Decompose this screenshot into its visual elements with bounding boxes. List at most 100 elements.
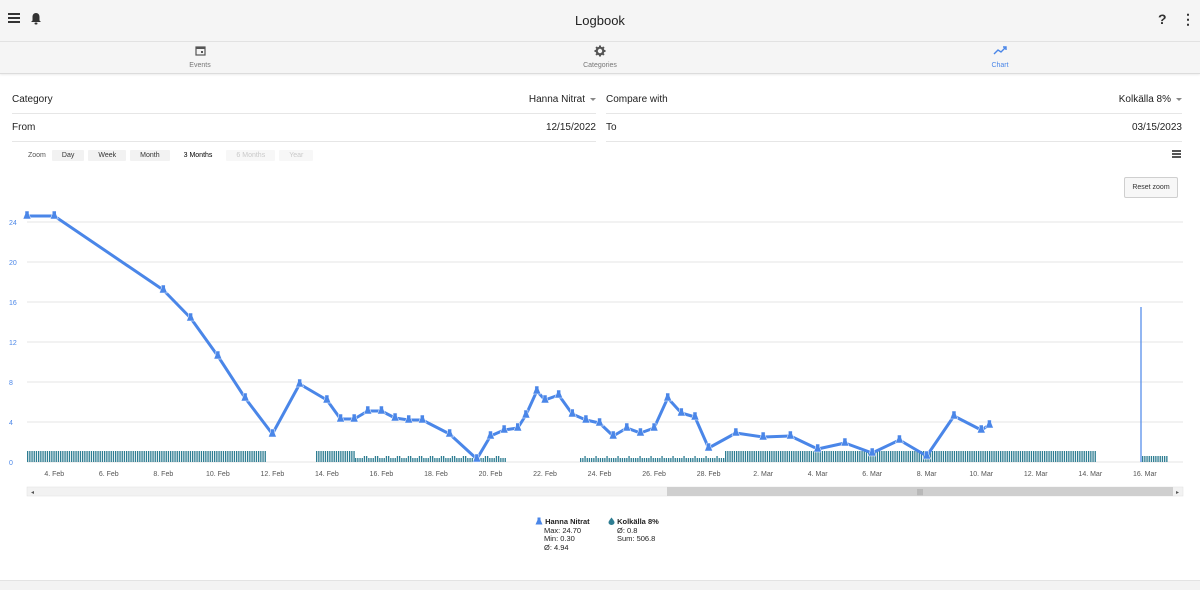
kolkalla-bar xyxy=(892,451,894,462)
kolkalla-bar xyxy=(366,456,368,462)
x-tick-label: 6. Feb xyxy=(99,471,119,478)
tab-events[interactable]: Events xyxy=(0,42,400,74)
kolkalla-bar xyxy=(469,458,471,462)
kolkalla-bar xyxy=(617,456,619,462)
kolkalla-bar xyxy=(388,456,390,462)
more-options-icon[interactable]: ⋮ xyxy=(1181,11,1195,27)
kolkalla-bar xyxy=(218,451,220,462)
kolkalla-bar xyxy=(353,451,355,462)
kolkalla-bar xyxy=(769,451,771,462)
data-point-marker xyxy=(731,427,741,437)
x-tick-label: 24. Feb xyxy=(588,471,612,478)
kolkalla-bar xyxy=(848,451,850,462)
kolkalla-bar xyxy=(405,458,407,462)
kolkalla-bar xyxy=(198,451,200,462)
kolkalla-bar xyxy=(751,451,753,462)
kolkalla-bar xyxy=(161,451,163,462)
zoom-3-months-button[interactable]: 3 Months xyxy=(173,149,223,161)
compare-select[interactable]: Compare with Kolkälla 8% xyxy=(606,86,1182,114)
kolkalla-bar xyxy=(370,458,372,462)
kolkalla-bar xyxy=(156,451,159,462)
kolkalla-bar xyxy=(504,458,506,462)
trending-up-icon xyxy=(800,45,1200,59)
kolkalla-bar xyxy=(890,451,892,462)
kolkalla-bar xyxy=(1159,456,1161,462)
tab-categories[interactable]: Categories xyxy=(400,42,800,74)
tab-bar: Events Categories Chart xyxy=(0,42,1200,74)
kolkalla-bar xyxy=(340,451,342,462)
kolkalla-bar xyxy=(760,451,762,462)
data-point-marker xyxy=(595,417,604,427)
category-select[interactable]: Category Hanna Nitrat xyxy=(12,86,596,114)
legend-stat-avg: Ø: 0.8 xyxy=(617,525,638,535)
kolkalla-bar xyxy=(84,451,86,462)
kolkalla-bar xyxy=(956,451,958,462)
kolkalla-bar xyxy=(90,451,93,462)
kolkalla-bar xyxy=(604,458,606,462)
kolkalla-bar xyxy=(681,458,683,462)
data-point-marker xyxy=(704,442,713,452)
category-label: Category xyxy=(12,94,53,105)
kolkalla-bar xyxy=(349,451,351,462)
kolkalla-bar xyxy=(784,451,786,462)
zoom-month-button[interactable]: Month xyxy=(130,149,170,161)
help-icon[interactable]: ? xyxy=(1158,11,1167,27)
from-date-field[interactable]: From 12/15/2022 xyxy=(12,114,596,142)
legend-stat-min: Min: 0.30 xyxy=(544,534,575,543)
kolkalla-bar xyxy=(773,451,775,462)
zoom-day-button[interactable]: Day xyxy=(51,149,85,161)
kolkalla-bar xyxy=(967,451,969,462)
kolkalla-bar xyxy=(1061,451,1063,462)
kolkalla-bar xyxy=(112,451,115,462)
x-tick-label: 10. Feb xyxy=(206,471,230,478)
kolkalla-bar xyxy=(918,451,920,462)
kolkalla-bar xyxy=(949,451,951,462)
compare-value: Kolkälla 8% xyxy=(1118,94,1171,105)
kolkalla-bar xyxy=(712,458,714,462)
kolkalla-bar xyxy=(139,451,141,462)
kolkalla-bar xyxy=(1153,456,1155,462)
kolkalla-bar xyxy=(493,458,495,462)
kolkalla-bar xyxy=(244,451,247,462)
kolkalla-bar xyxy=(885,451,887,462)
y-tick-label: 24 xyxy=(9,220,17,227)
kolkalla-bar xyxy=(940,451,942,462)
kolkalla-bar xyxy=(799,451,802,462)
kolkalla-bar xyxy=(912,451,914,462)
kolkalla-bar xyxy=(399,456,401,462)
kolkalla-bar xyxy=(82,451,84,462)
kolkalla-bar xyxy=(852,451,854,462)
kolkalla-bar xyxy=(27,451,29,462)
tab-events-label: Events xyxy=(189,62,211,69)
x-tick-label: 4. Feb xyxy=(44,471,64,478)
y-tick-label: 12 xyxy=(9,340,17,347)
kolkalla-bar xyxy=(1144,456,1146,462)
kolkalla-bar xyxy=(597,458,599,462)
kolkalla-bar xyxy=(797,451,799,462)
to-date-field[interactable]: To 03/15/2023 xyxy=(606,114,1182,142)
kolkalla-bar xyxy=(747,451,749,462)
kolkalla-bar xyxy=(791,451,793,462)
kolkalla-bar xyxy=(608,458,610,462)
kolkalla-bar xyxy=(762,451,764,462)
kolkalla-bar xyxy=(53,451,55,462)
zoom-week-button[interactable]: Week xyxy=(88,149,127,161)
kolkalla-bar xyxy=(126,451,128,462)
kolkalla-bar xyxy=(432,456,434,462)
menu-icon[interactable] xyxy=(8,13,20,23)
x-tick-label: 8. Mar xyxy=(917,471,938,478)
legend-hanna-nitrat[interactable]: Hanna Nitrat Max: 24.70 Min: 0.30 Ø: 4.9… xyxy=(535,517,590,552)
kolkalla-bar xyxy=(777,451,780,462)
kolkalla-bar xyxy=(154,451,156,462)
legend-kolkalla[interactable]: Kolkälla 8% Ø: 0.8 Sum: 506.8 xyxy=(608,517,659,544)
bell-icon[interactable] xyxy=(30,12,42,30)
chart-context-menu-icon[interactable] xyxy=(1172,150,1181,158)
kolkalla-bar xyxy=(445,458,447,462)
kolkalla-bar xyxy=(1050,451,1052,462)
kolkalla-bar xyxy=(615,458,617,462)
reset-zoom-button[interactable]: Reset zoom xyxy=(1124,177,1178,198)
kolkalla-bar xyxy=(665,458,668,462)
kolkalla-bar xyxy=(993,451,995,462)
tab-chart[interactable]: Chart xyxy=(800,42,1200,74)
kolkalla-bar xyxy=(978,451,980,462)
